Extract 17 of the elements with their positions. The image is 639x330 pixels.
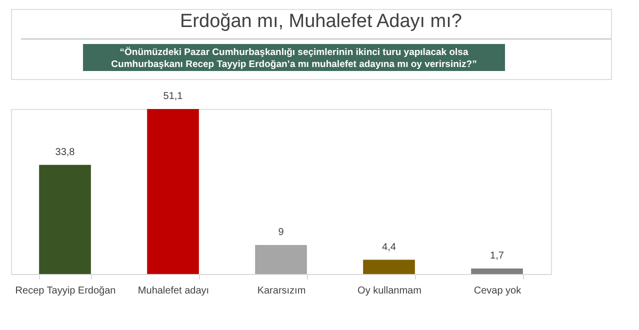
data-label: 9 bbox=[278, 226, 284, 238]
x-tick-label: Cevap yok bbox=[474, 286, 522, 296]
x-tick-label: Oy kullanmam bbox=[358, 286, 422, 296]
chart-subtitle: “Önümüzdeki Pazar Cumhurbaşkanlığı seçimlerinin ikinci turu yapılacak olsa Cumhurbaşkanı Recep Tayyip Erdoğan’a mı muhalefet adayına mı oy verirsiniz?” bbox=[111, 46, 478, 70]
x-tick-label: Kararsızım bbox=[257, 286, 306, 296]
data-label: 1,7 bbox=[490, 250, 504, 262]
x-tick-label: Muhalefet adayı bbox=[138, 286, 210, 296]
bar bbox=[255, 244, 307, 274]
data-label: 4,4 bbox=[382, 242, 396, 253]
data-label: 51,1 bbox=[163, 91, 184, 102]
bar bbox=[471, 268, 523, 274]
data-label: 33,8 bbox=[55, 146, 76, 158]
x-tick-label: Recep Tayyip Erdoğan bbox=[15, 286, 116, 296]
bar bbox=[363, 260, 415, 274]
chart-title: Erdoğan mı, Muhalefet Adayı mı? bbox=[180, 11, 462, 32]
bar bbox=[147, 109, 199, 274]
bar bbox=[39, 164, 91, 274]
